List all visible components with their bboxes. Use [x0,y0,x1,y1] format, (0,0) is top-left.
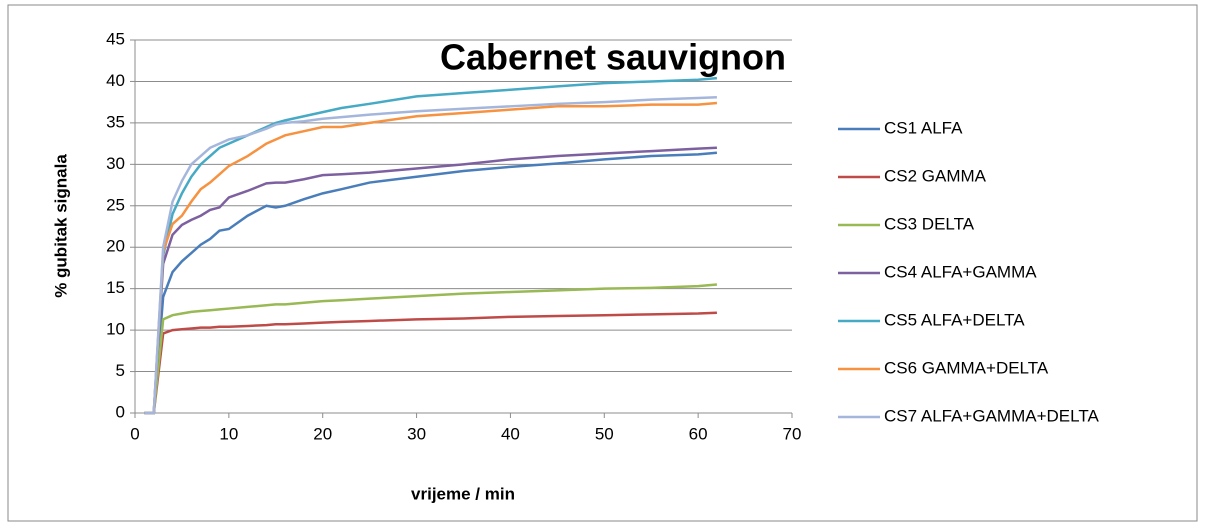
y-tick-label: 15 [106,278,125,297]
x-tick-label: 20 [313,424,332,443]
y-axis-label: % gubitak signala [51,154,70,298]
x-tick-label: 50 [595,424,614,443]
series-line [144,283,718,415]
y-tick-label: 25 [106,195,125,214]
legend-label: CS5 ALFA+DELTA [884,310,1025,329]
y-tick-label: 40 [106,71,125,90]
legend-label: CS1 ALFA [884,118,963,137]
x-tick-label: 40 [501,424,520,443]
legend-label: CS6 GAMMA+DELTA [884,358,1049,377]
legend-label: CS2 GAMMA [884,166,987,185]
y-tick-label: 20 [106,237,125,256]
y-tick-label: 5 [116,361,125,380]
x-tick-label: 70 [783,424,802,443]
series-line [144,311,717,415]
series-line [144,146,717,415]
chart-title: Cabernet sauvignon [440,37,786,78]
legend-label: CS3 DELTA [884,214,975,233]
x-tick-label: 10 [219,424,238,443]
y-tick-label: 35 [106,112,125,131]
series-line [144,95,717,415]
series-line [144,76,718,415]
y-tick-label: 30 [106,154,125,173]
chart-border [7,4,1198,522]
x-tick-label: 60 [689,424,708,443]
series-line [144,101,718,415]
y-tick-label: 10 [106,320,125,339]
x-tick-label: 30 [407,424,426,443]
legend-label: CS4 ALFA+GAMMA [884,262,1037,281]
series-line [144,151,718,415]
y-tick-label: 45 [106,29,125,48]
x-tick-label: 0 [130,424,139,443]
x-axis-label: vrijeme / min [411,484,515,503]
legend-label: CS7 ALFA+GAMMA+DELTA [884,406,1099,425]
y-tick-label: 0 [116,402,125,421]
